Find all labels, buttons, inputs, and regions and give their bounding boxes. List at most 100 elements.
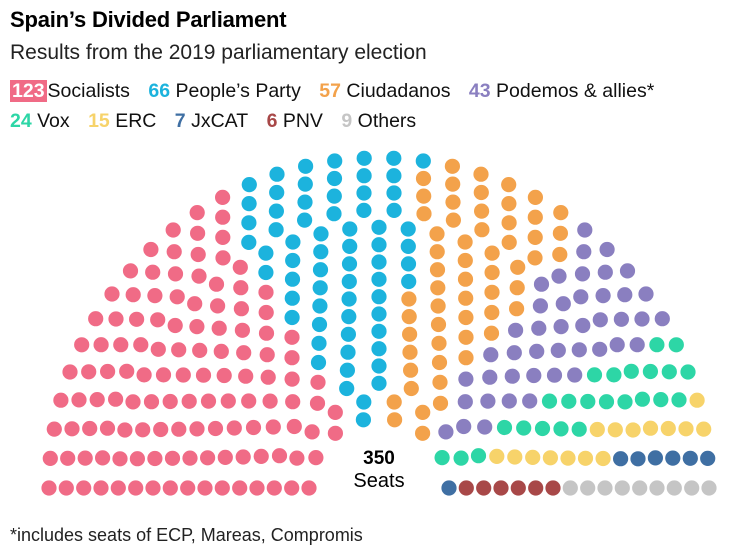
- seat-people-s-party: [356, 185, 372, 201]
- seat-socialists: [217, 449, 233, 465]
- seat-ciudadanos: [444, 158, 460, 174]
- seat-people-s-party: [241, 215, 257, 231]
- seat-people-s-party: [341, 273, 357, 290]
- seat-ciudadanos: [429, 226, 445, 242]
- seat-socialists: [258, 325, 275, 341]
- seat-socialists: [99, 420, 116, 436]
- legend-item-others: 9 Others: [341, 110, 416, 133]
- seat-socialists: [265, 419, 281, 435]
- seat-ciudadanos: [402, 344, 418, 360]
- seat-podemos-allies: [654, 311, 670, 327]
- seat-ciudadanos: [431, 354, 448, 371]
- seat-jxcat: [613, 451, 629, 467]
- seat-podemos-allies: [480, 393, 496, 409]
- seat-podemos-allies: [613, 311, 630, 327]
- seat-ciudadanos: [457, 271, 474, 287]
- seat-socialists: [71, 392, 87, 408]
- seat-people-s-party: [371, 289, 387, 305]
- seat-people-s-party: [284, 309, 300, 326]
- seat-people-s-party: [241, 196, 257, 212]
- seat-socialists: [213, 343, 229, 359]
- seat-others: [562, 480, 578, 496]
- seat-erc: [507, 449, 523, 465]
- seat-socialists: [233, 280, 249, 296]
- seat-people-s-party: [386, 202, 402, 218]
- seat-podemos-allies: [531, 320, 547, 336]
- seat-erc: [589, 421, 605, 438]
- legend-item-podemos: 43 Podemos & allies*: [469, 80, 654, 103]
- seat-podemos-allies: [567, 367, 583, 383]
- seat-erc: [595, 450, 611, 467]
- seat-people-s-party: [356, 168, 372, 184]
- seat-podemos-allies: [529, 343, 545, 359]
- seat-socialists: [233, 301, 249, 317]
- seat-ciudadanos: [508, 301, 525, 317]
- seat-vox: [434, 450, 450, 466]
- seat-socialists: [182, 450, 198, 466]
- seat-podemos-allies: [526, 367, 542, 384]
- seat-socialists: [187, 296, 203, 312]
- seat-others: [632, 480, 648, 496]
- seat-socialists: [108, 391, 124, 407]
- seat-people-s-party: [326, 206, 342, 222]
- seat-ciudadanos: [458, 290, 474, 306]
- seat-socialists: [100, 363, 116, 380]
- seat-people-s-party: [371, 341, 387, 357]
- seat-people-s-party: [341, 309, 357, 325]
- seat-people-s-party: [326, 188, 342, 204]
- seat-ciudadanos: [415, 404, 431, 420]
- seat-people-s-party: [312, 298, 328, 314]
- seat-socialists: [197, 480, 213, 496]
- seat-erc: [642, 420, 659, 436]
- seat-vox: [668, 337, 684, 353]
- seat-erc: [525, 449, 541, 465]
- seat-ciudadanos: [429, 244, 445, 260]
- seat-socialists: [308, 450, 324, 466]
- seat-podemos-allies: [458, 371, 474, 387]
- seat-socialists: [135, 422, 151, 438]
- seat-ciudadanos: [387, 412, 403, 428]
- seat-podemos-allies: [577, 222, 593, 238]
- seat-socialists: [236, 345, 252, 361]
- seat-ciudadanos: [474, 203, 490, 219]
- seat-people-s-party: [269, 166, 285, 182]
- seat-people-s-party: [327, 153, 343, 169]
- seat-socialists: [60, 450, 76, 466]
- seat-people-s-party: [311, 335, 327, 351]
- footnote: *includes seats of ECP, Mareas, Compromi…: [10, 525, 363, 545]
- seat-people-s-party: [268, 203, 284, 219]
- seat-socialists: [46, 421, 62, 437]
- seat-people-s-party: [339, 380, 355, 397]
- legend-label-others: Others: [357, 110, 417, 132]
- seat-podemos-allies: [619, 263, 636, 279]
- seat-erc: [560, 450, 576, 466]
- seat-socialists: [245, 419, 262, 436]
- legend-value-ciudadanos: 57: [319, 80, 341, 102]
- seat-ciudadanos: [457, 252, 473, 269]
- seat-ciudadanos: [501, 215, 517, 231]
- seat-ciudadanos: [415, 170, 432, 187]
- seat-podemos-allies: [506, 345, 522, 361]
- seat-socialists: [304, 424, 320, 440]
- seat-socialists: [147, 288, 163, 304]
- seat-podemos-allies: [438, 424, 454, 440]
- seat-people-s-party: [371, 271, 387, 287]
- legend-label-ciudadanos: Ciudadanos: [346, 80, 451, 102]
- legend-item-pnv: 6 PNV: [267, 110, 323, 133]
- seat-people-s-party: [341, 291, 357, 307]
- seat-people-s-party: [340, 344, 356, 360]
- seat-podemos-allies: [638, 286, 654, 302]
- seat-others: [649, 480, 665, 496]
- seat-socialists: [327, 425, 343, 441]
- seat-ciudadanos: [527, 229, 543, 245]
- seat-people-s-party: [241, 177, 257, 193]
- legend-label-podemos: Podemos & allies*: [496, 80, 655, 102]
- seat-people-s-party: [400, 238, 416, 254]
- seat-jxcat: [700, 450, 716, 466]
- seat-podemos-allies: [555, 296, 571, 312]
- seat-socialists: [286, 418, 302, 435]
- seat-people-s-party: [342, 221, 358, 237]
- seat-ciudadanos: [501, 177, 517, 193]
- seat-vox: [623, 363, 639, 379]
- seat-vox: [617, 394, 633, 410]
